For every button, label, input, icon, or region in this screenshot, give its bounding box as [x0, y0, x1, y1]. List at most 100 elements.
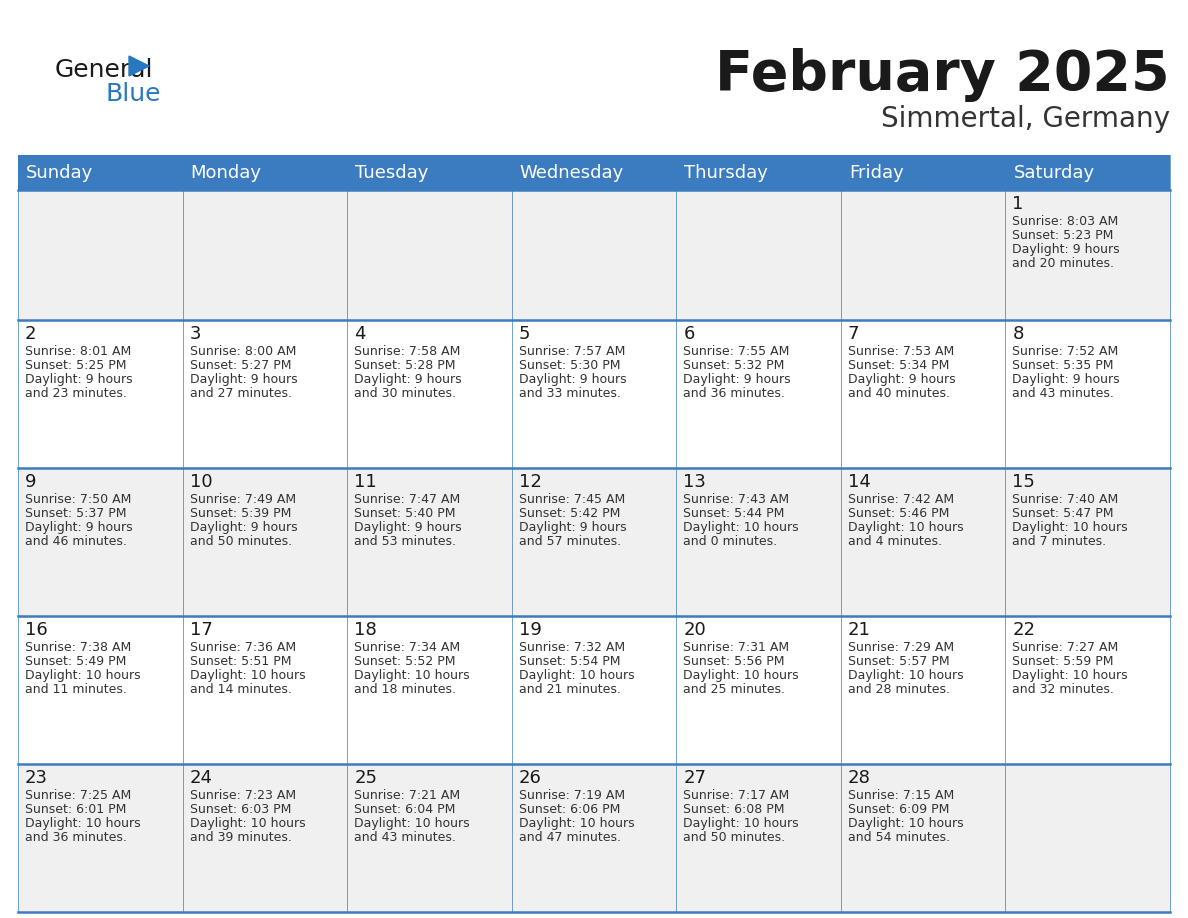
- Text: Sunset: 5:59 PM: Sunset: 5:59 PM: [1012, 655, 1114, 668]
- Text: Sunset: 5:25 PM: Sunset: 5:25 PM: [25, 359, 126, 372]
- Text: and 39 minutes.: and 39 minutes.: [190, 831, 291, 844]
- Text: 5: 5: [519, 325, 530, 343]
- Text: Sunset: 5:35 PM: Sunset: 5:35 PM: [1012, 359, 1114, 372]
- Bar: [1005, 468, 1170, 616]
- Text: 15: 15: [1012, 473, 1035, 491]
- Text: 2: 2: [25, 325, 37, 343]
- Text: Daylight: 9 hours: Daylight: 9 hours: [519, 521, 626, 534]
- Text: 18: 18: [354, 621, 377, 639]
- Text: 9: 9: [25, 473, 37, 491]
- Bar: [512, 616, 676, 764]
- Text: and 43 minutes.: and 43 minutes.: [354, 831, 456, 844]
- Bar: [676, 190, 841, 320]
- Bar: [676, 764, 841, 912]
- Text: Sunrise: 7:29 AM: Sunrise: 7:29 AM: [848, 641, 954, 654]
- Text: Sunset: 6:03 PM: Sunset: 6:03 PM: [190, 803, 291, 816]
- Text: Sunrise: 8:00 AM: Sunrise: 8:00 AM: [190, 345, 296, 358]
- Bar: [18, 616, 183, 764]
- Text: 27: 27: [683, 769, 707, 787]
- Text: 10: 10: [190, 473, 213, 491]
- Text: Daylight: 9 hours: Daylight: 9 hours: [190, 373, 297, 386]
- Text: and 33 minutes.: and 33 minutes.: [519, 387, 620, 400]
- Text: Sunset: 5:40 PM: Sunset: 5:40 PM: [354, 507, 456, 520]
- Bar: [1005, 764, 1170, 912]
- Text: General: General: [55, 58, 153, 82]
- Bar: [347, 468, 512, 616]
- Bar: [512, 155, 676, 190]
- Text: Sunrise: 7:50 AM: Sunrise: 7:50 AM: [25, 493, 132, 506]
- Bar: [347, 320, 512, 468]
- Text: Sunset: 5:37 PM: Sunset: 5:37 PM: [25, 507, 126, 520]
- Text: Wednesday: Wednesday: [519, 163, 624, 182]
- Text: Daylight: 9 hours: Daylight: 9 hours: [190, 521, 297, 534]
- Text: Sunrise: 8:01 AM: Sunrise: 8:01 AM: [25, 345, 131, 358]
- Text: and 27 minutes.: and 27 minutes.: [190, 387, 291, 400]
- Bar: [18, 320, 183, 468]
- Text: Daylight: 10 hours: Daylight: 10 hours: [848, 817, 963, 830]
- Text: Sunset: 6:09 PM: Sunset: 6:09 PM: [848, 803, 949, 816]
- Bar: [347, 764, 512, 912]
- Text: Sunset: 5:52 PM: Sunset: 5:52 PM: [354, 655, 456, 668]
- Text: Sunset: 5:47 PM: Sunset: 5:47 PM: [1012, 507, 1114, 520]
- Text: Sunrise: 7:32 AM: Sunrise: 7:32 AM: [519, 641, 625, 654]
- Text: 1: 1: [1012, 195, 1024, 213]
- Text: 22: 22: [1012, 621, 1036, 639]
- Text: Sunrise: 7:47 AM: Sunrise: 7:47 AM: [354, 493, 461, 506]
- Text: Sunrise: 7:58 AM: Sunrise: 7:58 AM: [354, 345, 461, 358]
- Text: Daylight: 10 hours: Daylight: 10 hours: [25, 669, 140, 682]
- Bar: [18, 190, 183, 320]
- Text: Daylight: 10 hours: Daylight: 10 hours: [683, 817, 798, 830]
- Text: and 54 minutes.: and 54 minutes.: [848, 831, 950, 844]
- Text: Simmertal, Germany: Simmertal, Germany: [881, 105, 1170, 133]
- Text: and 47 minutes.: and 47 minutes.: [519, 831, 620, 844]
- Text: Daylight: 9 hours: Daylight: 9 hours: [354, 373, 462, 386]
- Text: Daylight: 9 hours: Daylight: 9 hours: [354, 521, 462, 534]
- Text: Sunrise: 7:45 AM: Sunrise: 7:45 AM: [519, 493, 625, 506]
- Text: 25: 25: [354, 769, 377, 787]
- Bar: [676, 468, 841, 616]
- Text: Sunrise: 7:27 AM: Sunrise: 7:27 AM: [1012, 641, 1119, 654]
- Text: Sunrise: 7:52 AM: Sunrise: 7:52 AM: [1012, 345, 1119, 358]
- Text: and 0 minutes.: and 0 minutes.: [683, 535, 777, 548]
- Text: Sunset: 5:46 PM: Sunset: 5:46 PM: [848, 507, 949, 520]
- Text: Daylight: 9 hours: Daylight: 9 hours: [25, 373, 133, 386]
- Text: and 28 minutes.: and 28 minutes.: [848, 683, 950, 696]
- Bar: [183, 616, 347, 764]
- Text: Daylight: 10 hours: Daylight: 10 hours: [848, 669, 963, 682]
- Text: Sunrise: 7:49 AM: Sunrise: 7:49 AM: [190, 493, 296, 506]
- Text: Sunrise: 7:55 AM: Sunrise: 7:55 AM: [683, 345, 790, 358]
- Bar: [1005, 155, 1170, 190]
- Text: Sunset: 6:06 PM: Sunset: 6:06 PM: [519, 803, 620, 816]
- Text: Sunset: 5:56 PM: Sunset: 5:56 PM: [683, 655, 785, 668]
- Bar: [512, 190, 676, 320]
- Text: Sunset: 5:23 PM: Sunset: 5:23 PM: [1012, 229, 1114, 242]
- Text: Sunset: 6:08 PM: Sunset: 6:08 PM: [683, 803, 785, 816]
- Text: Sunday: Sunday: [26, 163, 93, 182]
- Text: Daylight: 10 hours: Daylight: 10 hours: [683, 669, 798, 682]
- Bar: [1005, 616, 1170, 764]
- Bar: [676, 320, 841, 468]
- Text: Sunset: 5:39 PM: Sunset: 5:39 PM: [190, 507, 291, 520]
- Text: Sunset: 5:57 PM: Sunset: 5:57 PM: [848, 655, 949, 668]
- Text: Daylight: 9 hours: Daylight: 9 hours: [683, 373, 791, 386]
- Text: 14: 14: [848, 473, 871, 491]
- Text: Sunrise: 8:03 AM: Sunrise: 8:03 AM: [1012, 215, 1119, 228]
- Text: Daylight: 9 hours: Daylight: 9 hours: [1012, 243, 1120, 256]
- Text: Sunrise: 7:25 AM: Sunrise: 7:25 AM: [25, 789, 131, 802]
- Text: Sunset: 6:01 PM: Sunset: 6:01 PM: [25, 803, 126, 816]
- Bar: [841, 320, 1005, 468]
- Bar: [1005, 190, 1170, 320]
- Text: Sunset: 5:51 PM: Sunset: 5:51 PM: [190, 655, 291, 668]
- Text: and 32 minutes.: and 32 minutes.: [1012, 683, 1114, 696]
- Text: and 14 minutes.: and 14 minutes.: [190, 683, 291, 696]
- Text: 23: 23: [25, 769, 48, 787]
- Text: and 20 minutes.: and 20 minutes.: [1012, 257, 1114, 270]
- Text: Sunset: 5:32 PM: Sunset: 5:32 PM: [683, 359, 784, 372]
- Text: Sunset: 5:44 PM: Sunset: 5:44 PM: [683, 507, 784, 520]
- Bar: [183, 764, 347, 912]
- Text: Sunrise: 7:43 AM: Sunrise: 7:43 AM: [683, 493, 789, 506]
- Text: 16: 16: [25, 621, 48, 639]
- Text: Sunset: 5:30 PM: Sunset: 5:30 PM: [519, 359, 620, 372]
- Text: 3: 3: [190, 325, 201, 343]
- Bar: [841, 190, 1005, 320]
